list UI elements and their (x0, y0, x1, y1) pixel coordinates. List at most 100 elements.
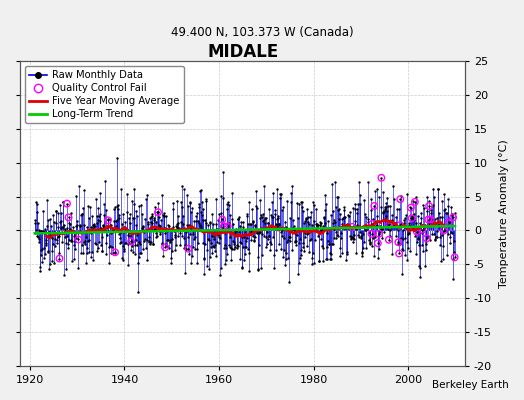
Point (94, 205, 103, 211)
Point (402, 191, 411, 198)
Point (84, 238, 92, 244)
Point (162, 241, 170, 247)
Point (247, 237, 255, 244)
Point (31, 217, 40, 224)
Point (131, 242, 139, 248)
Point (434, 186, 442, 192)
Point (50, 260, 58, 266)
Point (425, 203, 433, 209)
Point (238, 234, 246, 240)
Point (167, 226, 175, 232)
Point (36, 268, 45, 274)
Point (100, 201, 108, 207)
Point (307, 236, 315, 243)
Point (217, 193, 226, 200)
Point (182, 228, 191, 235)
Point (62, 266, 70, 272)
Point (354, 201, 362, 208)
Point (252, 188, 260, 194)
Point (391, 213, 400, 220)
Point (302, 231, 311, 238)
Point (92, 213, 101, 220)
Point (161, 230, 170, 236)
Point (375, 230, 383, 237)
Point (189, 244, 197, 250)
Point (358, 249, 367, 256)
Point (401, 215, 410, 221)
Point (93, 245, 102, 251)
Point (327, 212, 335, 218)
Point (323, 244, 331, 250)
Point (423, 208, 432, 214)
Point (156, 229, 165, 236)
Point (204, 266, 213, 272)
Point (348, 224, 356, 230)
Point (348, 235, 357, 241)
Point (348, 224, 356, 230)
Point (102, 240, 110, 246)
Point (411, 194, 420, 200)
Point (246, 230, 254, 236)
Point (130, 186, 138, 192)
Point (35, 236, 43, 242)
Point (332, 229, 341, 235)
Point (445, 218, 454, 225)
Point (234, 216, 242, 222)
Point (192, 218, 200, 224)
Point (394, 226, 402, 233)
Point (313, 232, 322, 239)
Point (193, 260, 201, 266)
Point (372, 234, 380, 240)
Point (52, 240, 61, 246)
Point (172, 242, 180, 249)
Point (185, 251, 193, 258)
Point (49, 241, 57, 248)
Point (103, 216, 112, 222)
Point (191, 234, 199, 240)
Point (219, 195, 227, 201)
Point (327, 250, 335, 257)
Point (411, 233, 419, 239)
Point (215, 234, 223, 240)
Point (447, 230, 456, 236)
Point (305, 249, 313, 255)
Point (154, 209, 162, 215)
Point (231, 243, 239, 250)
Point (218, 216, 226, 223)
Point (253, 205, 261, 212)
Point (385, 221, 394, 228)
Point (266, 246, 274, 253)
Point (341, 257, 350, 263)
Point (357, 252, 366, 259)
Point (440, 228, 448, 234)
Point (362, 227, 370, 234)
Point (114, 212, 123, 218)
Point (64, 214, 73, 221)
Point (168, 248, 176, 254)
Point (427, 216, 435, 222)
Point (440, 228, 448, 234)
Point (415, 242, 423, 248)
Point (195, 220, 203, 226)
Point (144, 221, 152, 227)
Point (293, 271, 302, 277)
Point (336, 235, 345, 241)
Point (178, 233, 187, 240)
Point (171, 223, 180, 230)
Point (428, 203, 436, 209)
Point (449, 214, 457, 220)
Point (117, 185, 126, 192)
Point (184, 222, 193, 228)
Point (433, 186, 442, 192)
Point (380, 216, 389, 222)
Point (233, 242, 242, 248)
Point (342, 224, 350, 231)
Point (369, 220, 378, 227)
Point (410, 211, 418, 217)
Point (206, 243, 215, 250)
Point (269, 190, 277, 196)
Point (86, 254, 95, 260)
Point (406, 203, 414, 210)
Point (260, 215, 269, 221)
Point (300, 220, 308, 227)
